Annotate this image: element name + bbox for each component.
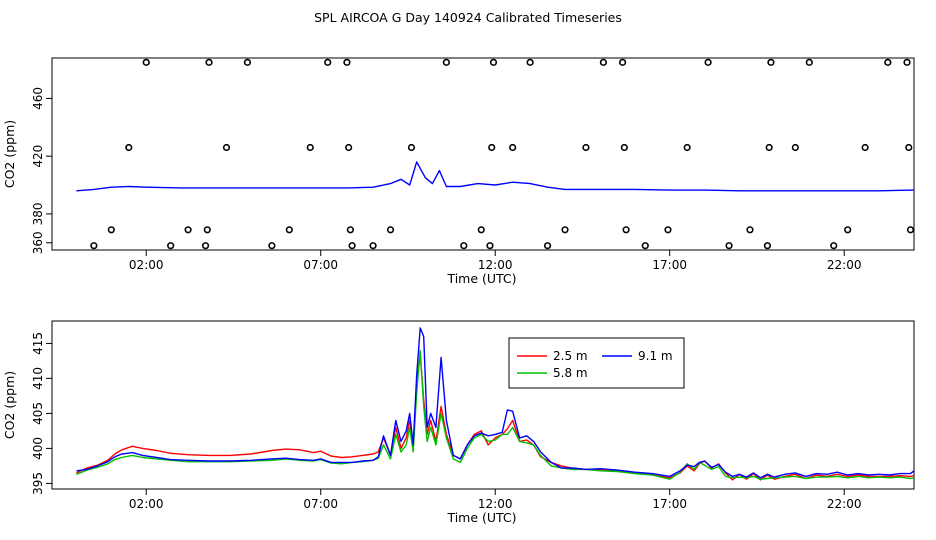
y-tick-label: 420: [31, 145, 45, 168]
x-tick-label: 12:00: [478, 258, 513, 272]
series-line-9-1-m: [76, 327, 914, 479]
data-point: [489, 58, 498, 66]
data-point: [582, 143, 590, 152]
data-point: [488, 143, 496, 152]
height-panel: 02:00 07:00 12:00 17:00 22:00 395 400 405 410 415…: [2, 320, 915, 525]
data-point: [641, 242, 649, 250]
y-tick-label: 395: [31, 472, 45, 495]
y-axis-title: CO2 (ppm): [2, 371, 17, 439]
data-point: [509, 143, 517, 152]
chart-title: SPL AIRCOA G Day 140924 Calibrated Times…: [314, 10, 622, 25]
data-point: [725, 242, 733, 250]
x-axis-title: Time (UTC): [446, 510, 516, 525]
x-tick-label: 12:00: [478, 497, 513, 511]
data-point: [683, 143, 691, 152]
y-tick-label: 415: [31, 332, 45, 355]
data-point: [486, 242, 494, 250]
series-line-co2-line: [76, 161, 914, 192]
data-point: [618, 58, 627, 66]
data-point: [906, 226, 914, 234]
data-point: [830, 242, 838, 250]
data-point: [345, 143, 353, 152]
data-point: [285, 226, 293, 234]
data-point: [243, 58, 252, 66]
data-point: [324, 58, 332, 66]
plot-frame: [51, 320, 915, 490]
data-point: [343, 58, 351, 66]
data-point: [184, 226, 192, 234]
data-point: [167, 242, 175, 250]
data-point: [664, 226, 672, 234]
data-point: [905, 143, 913, 152]
data-point: [746, 226, 754, 234]
data-point: [767, 58, 775, 66]
data-point: [222, 143, 231, 152]
data-point: [90, 242, 98, 250]
data-point: [805, 58, 813, 66]
y-axis-title: CO2 (ppm): [2, 120, 17, 188]
flag-panel: 02:00 07:00 12:00 17:00 22:00 360 380 420 460 Tim…: [2, 57, 915, 286]
y-tick-label: 460: [31, 87, 45, 110]
data-point: [620, 143, 628, 152]
x-tick-label: 22:00: [827, 497, 862, 511]
data-point: [346, 226, 354, 234]
data-point: [205, 58, 213, 66]
data-point: [543, 242, 552, 250]
data-point: [884, 58, 892, 66]
data-point: [201, 242, 210, 250]
x-tick-label: 17:00: [652, 258, 687, 272]
data-point: [386, 226, 395, 234]
x-axis-title: Time (UTC): [446, 271, 516, 286]
data-point: [142, 58, 150, 66]
data-point: [622, 226, 630, 234]
data-point: [442, 58, 450, 66]
x-tick-label: 02:00: [129, 258, 164, 272]
data-point: [369, 242, 377, 250]
data-point: [268, 242, 276, 250]
y-tick-label: 380: [31, 202, 45, 225]
data-point: [125, 143, 133, 152]
data-point: [791, 143, 799, 152]
data-point: [460, 242, 468, 250]
legend-label: 5.8 m: [553, 366, 588, 380]
x-tick-label: 22:00: [827, 258, 862, 272]
plot-area: [76, 58, 914, 250]
data-point: [844, 226, 852, 234]
legend-box: [508, 337, 685, 389]
y-tick-label: 360: [31, 231, 45, 254]
y-tick-label: 410: [31, 367, 45, 390]
data-point: [526, 58, 534, 66]
data-point: [765, 143, 773, 152]
x-tick-label: 17:00: [652, 497, 687, 511]
x-tick-label: 07:00: [303, 258, 338, 272]
y-tick-label: 400: [31, 437, 45, 460]
data-point: [306, 143, 314, 152]
data-point: [561, 226, 569, 234]
data-point: [477, 226, 485, 234]
data-point: [704, 58, 712, 66]
data-point: [599, 58, 608, 66]
plot-frame: [51, 57, 915, 251]
data-point: [861, 143, 869, 152]
x-tick-label: 02:00: [129, 497, 164, 511]
legend-label: 2.5 m: [553, 349, 588, 363]
x-tick-label: 07:00: [303, 497, 338, 511]
data-point: [903, 58, 911, 66]
data-point: [763, 242, 772, 250]
data-point: [107, 226, 115, 234]
legend-label: 9.1 m: [638, 349, 673, 363]
data-point: [203, 226, 211, 234]
legend: 2.5 m 9.1 m 5.8 m: [508, 337, 685, 389]
data-point: [348, 242, 356, 250]
plot-area: [76, 327, 914, 481]
data-point: [407, 143, 416, 152]
y-tick-label: 405: [31, 402, 45, 425]
